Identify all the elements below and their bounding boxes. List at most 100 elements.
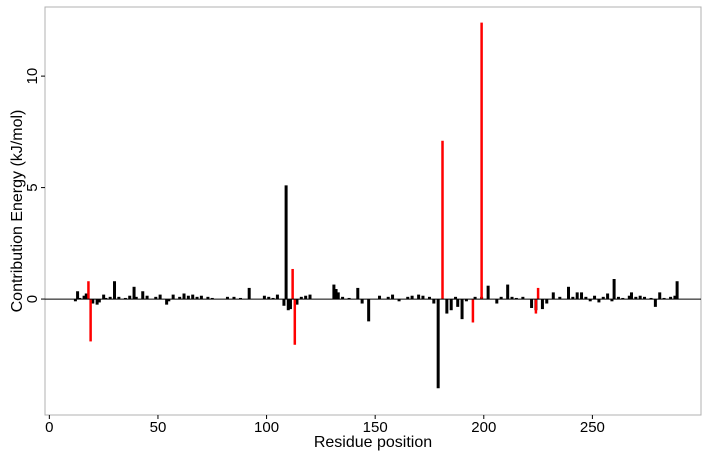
bar-161-59 <box>397 299 401 302</box>
bar-68-28 <box>195 296 199 300</box>
bar-39-15 <box>132 286 136 300</box>
bar-177-65 <box>432 299 436 304</box>
bar-25-8 <box>102 294 106 300</box>
bar-253-95 <box>597 299 601 303</box>
bar-62-25 <box>182 293 186 300</box>
bar-28-10 <box>108 296 112 300</box>
bars-layer <box>73 22 679 389</box>
bar-101-37 <box>267 296 271 300</box>
bar-111-43 <box>288 299 292 310</box>
bar-131-48 <box>332 284 336 300</box>
highlight-bar-225-8 <box>536 287 540 300</box>
bar-264-101 <box>621 297 625 300</box>
bar-85-33 <box>232 296 236 300</box>
bar-20-5 <box>91 299 95 304</box>
bar-272-105 <box>638 295 642 300</box>
y-axis-title: Contribution Energy (kJ/mol) <box>9 110 26 313</box>
x-tick-label-50: 50 <box>150 419 167 436</box>
bar-268-103 <box>629 292 633 300</box>
bar-188-70 <box>456 299 460 307</box>
bar-172-63 <box>421 295 425 300</box>
plot-frame <box>44 6 702 416</box>
bar-12-0 <box>73 299 77 302</box>
x-tick-label-250: 250 <box>580 419 605 436</box>
bar-251-94 <box>593 295 597 300</box>
bar-192-72 <box>464 299 468 302</box>
bar-144-54 <box>360 299 364 304</box>
bar-235-87 <box>558 296 562 300</box>
bar-135-51 <box>341 296 345 300</box>
bar-49-19 <box>154 296 158 300</box>
bar-257-97 <box>606 293 610 300</box>
bar-114-44 <box>295 299 299 305</box>
bar-215-80 <box>514 297 518 300</box>
bar-16-3 <box>82 295 86 300</box>
bar-82-32 <box>225 296 229 300</box>
bar-243-90 <box>575 292 579 300</box>
bar-14-2 <box>78 297 82 300</box>
bar-66-27 <box>191 294 195 300</box>
highlight-bar-195-5 <box>471 299 475 323</box>
bar-45-18 <box>145 295 149 300</box>
x-tick-label-200: 200 <box>471 419 496 436</box>
bar-288-112 <box>673 295 677 300</box>
bar-73-30 <box>206 296 210 300</box>
x-axis-title: Residue position <box>314 434 432 451</box>
bar-241-89 <box>571 296 575 300</box>
bar-227-84 <box>540 299 544 310</box>
bar-40-16 <box>134 296 138 300</box>
bar-147-55 <box>367 299 371 322</box>
bar-60-24 <box>178 296 182 300</box>
x-tick-label-150: 150 <box>363 419 388 436</box>
bar-152-56 <box>378 295 382 300</box>
bar-54-21 <box>165 299 169 305</box>
bar-187-69 <box>454 296 458 300</box>
bar-35-13 <box>123 297 127 300</box>
bar-88-34 <box>239 297 242 300</box>
bar-249-93 <box>588 299 592 302</box>
bar-132-49 <box>334 289 338 300</box>
bar-218-81 <box>521 296 525 300</box>
bar-167-61 <box>410 295 414 300</box>
bar-222-82 <box>530 299 534 308</box>
bar-279-108 <box>653 299 657 307</box>
bar-57-23 <box>171 294 175 300</box>
bar-22-6 <box>95 299 99 305</box>
bar-118-46 <box>304 295 308 300</box>
bar-206-76 <box>495 299 499 304</box>
bar-116-45 <box>299 296 303 300</box>
bar-156-57 <box>386 296 390 300</box>
bar-142-53 <box>356 287 360 300</box>
bar-185-68 <box>449 299 453 311</box>
bar-267-102 <box>627 295 631 300</box>
bar-239-88 <box>567 286 570 300</box>
y-tick-label-5: 5 <box>24 183 41 191</box>
bar-158-58 <box>391 294 395 300</box>
highlight-bar-181-4 <box>441 140 444 300</box>
bar-30-11 <box>113 281 117 300</box>
bar-286-111 <box>669 296 673 300</box>
bar-229-85 <box>545 299 549 304</box>
bar-179-66 <box>436 299 440 389</box>
y-axis-ticks: 0 5 10 <box>24 68 45 303</box>
y-tick-label-10: 10 <box>24 68 41 85</box>
bar-183-67 <box>445 299 449 314</box>
bar-108-40 <box>282 299 286 306</box>
highlight-bar-18-0 <box>87 281 90 300</box>
bar-170-62 <box>417 294 421 300</box>
bar-274-106 <box>643 296 647 300</box>
x-tick-label-100: 100 <box>254 419 279 436</box>
bar-245-91 <box>580 292 584 300</box>
bar-103-38 <box>271 297 275 300</box>
bar-43-17 <box>141 291 145 300</box>
bar-13-1 <box>76 291 80 300</box>
bar-133-50 <box>336 292 340 300</box>
highlight-bar-224-7 <box>534 299 538 314</box>
bar-255-96 <box>601 296 605 300</box>
bar-289-113 <box>675 281 679 300</box>
bar-51-20 <box>158 294 162 300</box>
highlight-bar-19-1 <box>89 299 92 342</box>
highlight-bar-113-3 <box>293 299 297 345</box>
bar-165-60 <box>406 296 410 300</box>
